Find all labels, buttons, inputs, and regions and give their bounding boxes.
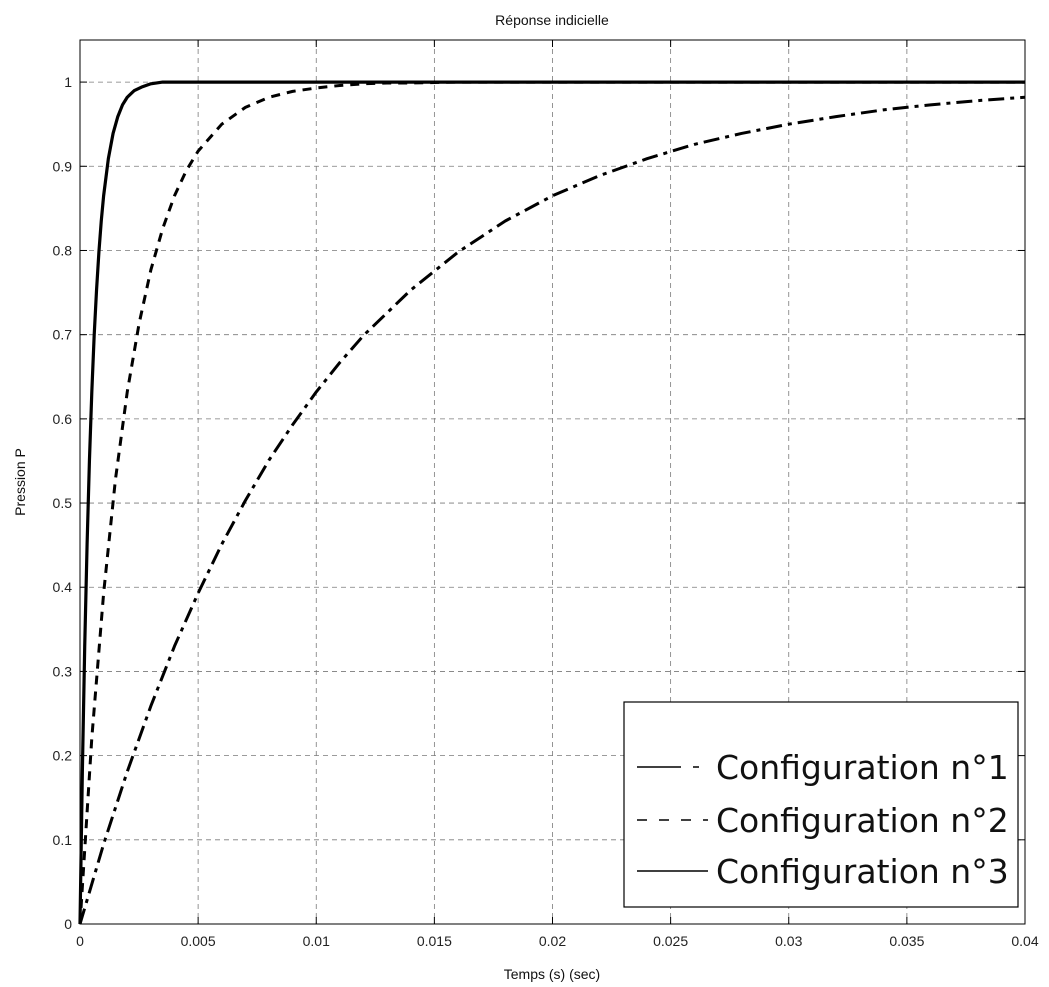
y-tick-label: 0.4 <box>53 579 73 595</box>
x-tick-label: 0.03 <box>775 933 802 949</box>
y-tick-label: 0.5 <box>53 495 73 511</box>
y-tick-label: 0.3 <box>53 663 73 679</box>
y-tick-label: 0.8 <box>53 242 73 258</box>
legend-box <box>623 701 1019 908</box>
chart-title: Réponse indicielle <box>495 12 609 28</box>
y-axis-label: Pression P <box>12 448 28 516</box>
x-axis-label: Temps (s) (sec) <box>504 966 600 982</box>
series-line-2 <box>78 80 1025 925</box>
x-tick-label: 0.04 <box>1011 933 1038 949</box>
axis-ticks <box>79 40 1026 925</box>
series-line-1 <box>78 95 1026 925</box>
x-tick-labels: 0 0.005 0.01 0.015 0.02 0.025 0.03 0.035 0.04 <box>76 933 1039 949</box>
series-lines <box>78 80 1026 925</box>
x-tick-label: 0 <box>76 933 84 949</box>
x-tick-label: 0.01 <box>303 933 330 949</box>
x-tick-label: 0.015 <box>417 933 452 949</box>
legend-label-2: Configuration n°2 <box>716 801 1009 840</box>
legend-label-1: Configuration n°1 <box>716 748 1009 787</box>
x-tick-label: 0.005 <box>181 933 216 949</box>
y-tick-label: 0.2 <box>53 748 73 764</box>
legend: Configuration n°1 Configuration n°2 Conf… <box>623 701 1019 908</box>
y-tick-labels: 0 0.1 0.2 0.3 0.4 0.5 0.6 0.7 0.8 0.9 1 <box>53 74 73 932</box>
x-tick-label: 0.02 <box>539 933 566 949</box>
series-line-3 <box>78 80 1025 925</box>
y-tick-label: 0.7 <box>53 327 73 343</box>
x-tick-label: 0.035 <box>889 933 924 949</box>
legend-label-3: Configuration n°3 <box>716 852 1009 891</box>
y-tick-label: 0.1 <box>53 832 73 848</box>
y-tick-label: 0.6 <box>53 411 73 427</box>
x-tick-label: 0.025 <box>653 933 688 949</box>
y-tick-label: 0.9 <box>53 158 73 174</box>
y-tick-label: 1 <box>64 74 72 90</box>
y-tick-label: 0 <box>64 916 72 932</box>
